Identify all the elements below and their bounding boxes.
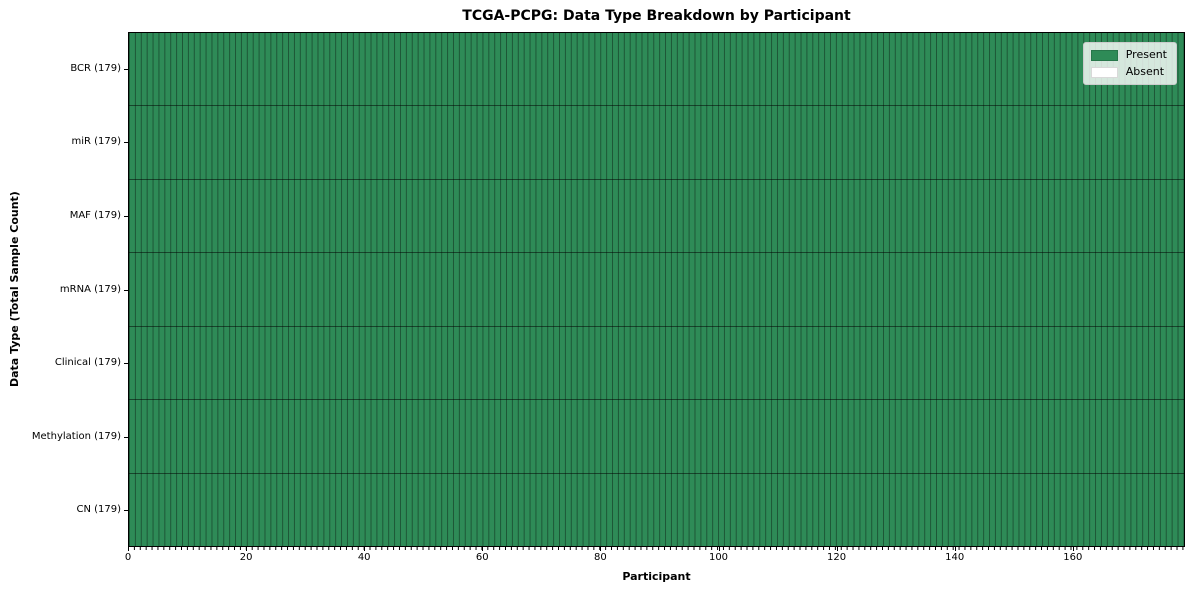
heatmap-plot-area [128,32,1185,547]
x-tick-label-80: 80 [594,552,607,563]
heatmap-row-MAF [129,179,1184,254]
y-tick-mark [124,436,128,438]
y-tick-mark [124,289,128,291]
x-tick-label-0: 0 [124,552,132,563]
x-axis-label: Participant [622,570,691,583]
heatmap-row-BCR [129,33,1184,107]
y-tick-label-BCR: BCR (179) [70,62,121,74]
x-tick-mark [246,547,248,551]
x-tick-mark [718,547,720,551]
y-tick-label-Clinical: Clinical (179) [54,357,121,369]
x-tick-mark [836,547,838,551]
y-tick-mark [124,142,128,144]
y-tick-label-CN: CN (179) [76,504,121,516]
x-tick-mark [482,547,484,551]
y-tick-label-Methylation: Methylation (179) [31,430,121,442]
x-tick-mark [128,547,129,551]
legend-swatch-absent [1090,66,1118,78]
heatmap-row-Methylation [129,400,1184,474]
x-tick-mark [600,547,602,551]
heatmap-row-miR [129,106,1184,180]
heatmap-row-CN [129,473,1184,546]
legend-label: Absent [1125,65,1165,78]
x-tick-label-140: 140 [945,552,965,563]
heatmap-row-mRNA [129,253,1184,327]
legend-entry-absent: Absent [1090,65,1167,78]
chart-title: TCGA-PCPG: Data Type Breakdown by Partic… [462,8,851,24]
x-tick-label-40: 40 [357,552,371,563]
y-tick-mark [124,215,128,217]
y-tick-mark [124,68,128,70]
x-tick-mark [954,547,956,551]
heatmap-row-Clinical [129,326,1184,401]
x-tick-label-120: 120 [827,552,847,563]
y-tick-label-miR: miR (179) [71,136,121,148]
x-axis-minor-ticks [128,547,1185,550]
legend: Present Absent [1082,42,1177,85]
x-tick-label-100: 100 [708,552,729,563]
legend-swatch-present [1090,49,1118,61]
y-tick-mark [124,363,128,365]
x-tick-label-20: 20 [239,552,253,563]
y-axis-tick-labels: BCR (179) miR (179) MAF (179) mRNA (179) Cli… [0,32,121,547]
legend-label: Present [1125,48,1167,61]
x-tick-mark [364,547,366,551]
x-tick-label-60: 60 [475,552,489,563]
y-tick-mark [124,510,128,512]
y-tick-label-mRNA: mRNA (179) [59,283,121,295]
x-tick-label-160: 160 [1063,552,1083,563]
x-tick-mark [1072,547,1074,551]
y-tick-label-MAF: MAF (179) [69,209,121,221]
legend-entry-present: Present [1090,48,1167,61]
